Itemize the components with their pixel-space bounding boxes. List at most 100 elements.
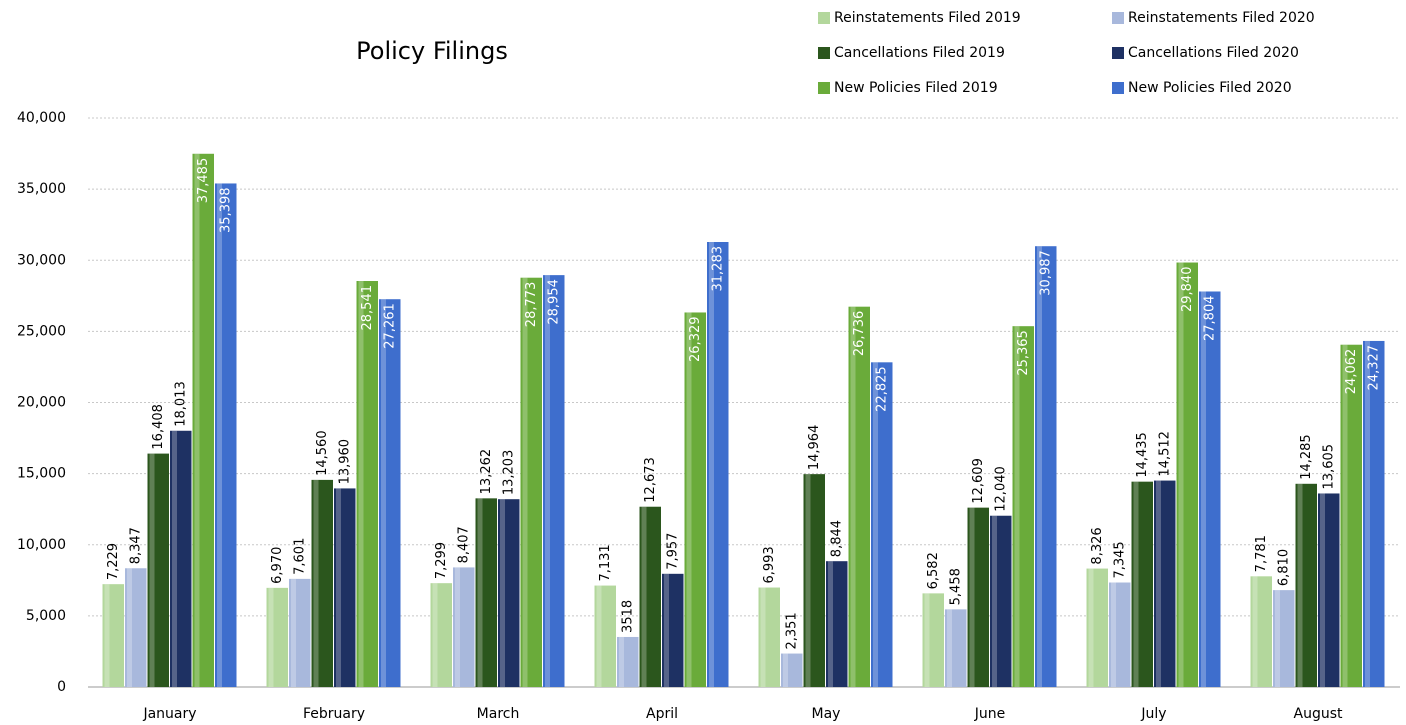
y-tick-label: 15,000: [17, 466, 66, 482]
data-label: 35,398: [219, 187, 234, 233]
data-label: 24,062: [1344, 349, 1359, 395]
bar-highlight: [1178, 262, 1184, 687]
bar: [826, 561, 848, 687]
bar: [639, 506, 661, 687]
bar-highlight: [432, 583, 438, 687]
bar: [1295, 483, 1317, 687]
data-label: 12,609: [971, 458, 986, 504]
bar-highlight: [924, 593, 930, 687]
y-tick-label: 25,000: [17, 323, 66, 339]
data-label: 14,285: [1299, 434, 1314, 480]
bar: [1273, 590, 1295, 687]
legend-label: Reinstatements Filed 2020: [1128, 10, 1315, 26]
data-label: 5,458: [949, 568, 964, 605]
bar: [543, 275, 565, 687]
bar-highlight: [1014, 326, 1020, 687]
bar-highlight: [664, 573, 669, 687]
legend-swatch: [1112, 82, 1124, 94]
x-tick-label: July: [1140, 706, 1166, 722]
bar-highlight: [358, 281, 364, 687]
bar-highlight: [1037, 246, 1042, 687]
bar: [289, 578, 311, 687]
x-tick-label: June: [974, 706, 1006, 722]
bar: [707, 241, 729, 687]
chart-title: Policy Filings: [356, 37, 508, 65]
data-label: 28,954: [547, 279, 562, 325]
bar: [125, 568, 147, 687]
bar: [356, 281, 378, 687]
data-label: 6,970: [270, 547, 285, 584]
bar-highlight: [686, 312, 692, 687]
bar: [871, 362, 893, 687]
bar: [684, 312, 706, 687]
data-label: 7,601: [293, 538, 308, 575]
bar: [1086, 568, 1108, 687]
bar: [170, 430, 192, 687]
bar-highlight: [1342, 344, 1348, 687]
x-tick-label: April: [646, 706, 678, 722]
data-label: 7,957: [666, 533, 681, 570]
bar: [662, 573, 684, 687]
x-tick-label: January: [142, 706, 196, 722]
legend-swatch: [818, 12, 830, 24]
legend-swatch: [818, 47, 830, 59]
bar: [1340, 344, 1362, 687]
data-label: 37,485: [196, 158, 211, 204]
bar: [334, 488, 356, 687]
legend-label: Cancellations Filed 2020: [1128, 45, 1299, 61]
bar: [1176, 262, 1198, 687]
bar-highlight: [947, 609, 952, 687]
bar: [192, 153, 214, 687]
bar-highlight: [172, 430, 177, 687]
data-label: 7,345: [1113, 541, 1128, 578]
bar-highlight: [217, 183, 222, 688]
data-label: 27,261: [383, 303, 398, 349]
data-label: 6,993: [762, 546, 777, 583]
bar: [1035, 246, 1057, 687]
bar-highlight: [805, 474, 811, 687]
data-label: 12,673: [643, 457, 658, 503]
bar: [617, 636, 639, 687]
data-label: 6,582: [926, 552, 941, 589]
bar-highlight: [500, 499, 505, 687]
legend-label: Reinstatements Filed 2019: [834, 10, 1021, 26]
bar: [520, 277, 542, 687]
bar-highlight: [1365, 340, 1370, 687]
bar: [922, 593, 944, 687]
bar-highlight: [455, 567, 460, 687]
legend-swatch: [1112, 47, 1124, 59]
data-label: 8,326: [1090, 527, 1105, 564]
bar: [430, 583, 452, 687]
bar-highlight: [596, 585, 602, 687]
bar-highlight: [619, 636, 624, 687]
x-tick-label: August: [1294, 706, 1344, 722]
x-tick-label: March: [477, 706, 520, 722]
bar: [781, 653, 803, 687]
data-label: 26,736: [852, 311, 867, 357]
bar: [1154, 480, 1176, 687]
bar: [1109, 582, 1131, 687]
bar: [594, 585, 616, 687]
data-label: 16,408: [151, 404, 166, 450]
bar: [311, 479, 333, 687]
x-tick-label: May: [812, 706, 841, 722]
data-label: 29,840: [1180, 267, 1195, 313]
data-label: 7,299: [434, 542, 449, 579]
bar-highlight: [1111, 582, 1116, 687]
bar: [1012, 326, 1034, 687]
data-label: 28,773: [524, 282, 539, 328]
bar-highlight: [291, 578, 296, 687]
data-label: 14,435: [1135, 432, 1150, 478]
bar: [1199, 291, 1221, 687]
data-label: 13,203: [502, 450, 517, 496]
bar: [1363, 340, 1385, 687]
bar-highlight: [1320, 493, 1325, 687]
bar-highlight: [828, 561, 833, 687]
bar-highlight: [1297, 483, 1303, 687]
bar-highlight: [850, 306, 856, 687]
data-label: 8,347: [129, 527, 144, 564]
x-tick-label: February: [303, 706, 365, 722]
data-label: 8,844: [830, 520, 845, 557]
bar: [215, 183, 237, 688]
